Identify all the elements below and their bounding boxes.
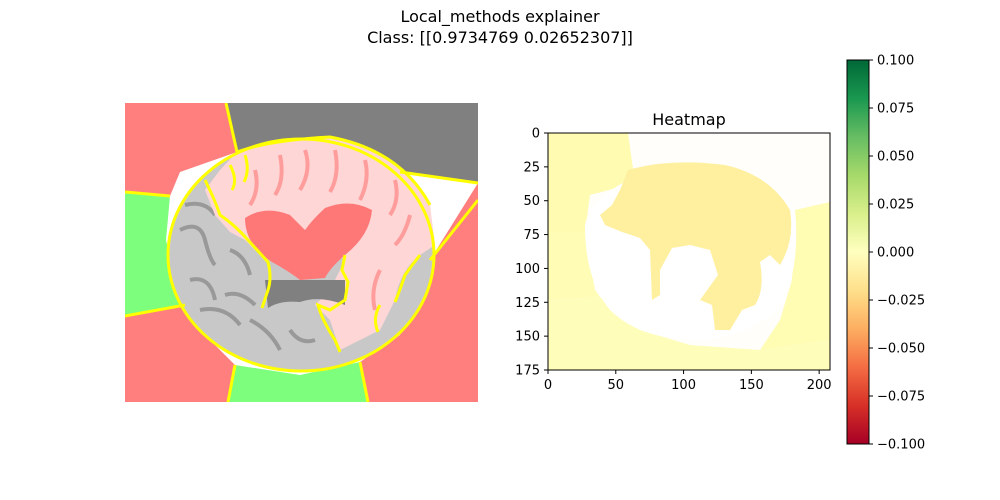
y-tick-label: 100 xyxy=(515,262,540,277)
x-tick-label: 100 xyxy=(671,378,696,393)
brain-texture xyxy=(179,201,316,351)
y-tick-label: 125 xyxy=(515,296,540,311)
x-tick-label: 50 xyxy=(608,378,625,393)
y-tick-label: 175 xyxy=(515,364,540,379)
gyri-pattern xyxy=(248,149,412,311)
heatmap-title: Heatmap xyxy=(652,110,726,129)
x-tick-label: 200 xyxy=(807,378,832,393)
figure-title: Local_methods explainer xyxy=(400,7,600,26)
segment-bottom-green xyxy=(228,362,368,402)
heat-region-top-left xyxy=(548,133,635,232)
colorbar-tick-label: 0.025 xyxy=(877,198,914,213)
heatmap-x-axis: 0 50 100 150 200 xyxy=(544,370,832,393)
colorbar-tick-label: −0.100 xyxy=(877,438,925,453)
colorbar-tick-label: 0.050 xyxy=(877,150,914,165)
x-tick-label: 0 xyxy=(544,378,552,393)
segment-top-left xyxy=(125,103,237,196)
ventricle-dark xyxy=(265,280,345,308)
heat-region-right-band xyxy=(760,202,830,350)
heatmap-frame xyxy=(547,132,831,371)
overlay-image xyxy=(125,103,478,402)
y-tick-label: 0 xyxy=(532,127,540,142)
segment-bottom-left xyxy=(125,305,235,402)
y-tick-label: 50 xyxy=(523,194,540,209)
heatmap-image xyxy=(548,133,830,370)
colorbar-tick-label: 0.075 xyxy=(877,102,914,117)
colorbar-tick-label: −0.050 xyxy=(877,342,925,357)
colorbar-tick-label: −0.025 xyxy=(877,294,925,309)
segment-left-green xyxy=(125,192,185,316)
segment-boundaries xyxy=(125,103,478,402)
figure-subtitle: Class: [[0.9734769 0.02652307]] xyxy=(367,28,633,47)
heat-region-brain-foreground xyxy=(600,162,792,330)
x-tick-label: 150 xyxy=(739,378,764,393)
colorbar-tick-label: 0.100 xyxy=(877,54,914,69)
colorbar-tick-label: 0.000 xyxy=(877,246,914,261)
y-tick-label: 25 xyxy=(523,160,540,175)
ventricle-red xyxy=(245,203,372,280)
colorbar-tick-label: −0.075 xyxy=(877,390,925,405)
y-tick-label: 150 xyxy=(515,330,540,345)
colorbar-gradient xyxy=(847,60,869,444)
y-tick-label: 75 xyxy=(523,228,540,243)
heatmap-y-axis: 0 25 50 75 100 125 150 175 xyxy=(515,127,548,379)
colorbar-axis: 0.100 0.075 0.050 0.025 0.000 −0.025 −0.050 −0.… xyxy=(869,54,925,453)
